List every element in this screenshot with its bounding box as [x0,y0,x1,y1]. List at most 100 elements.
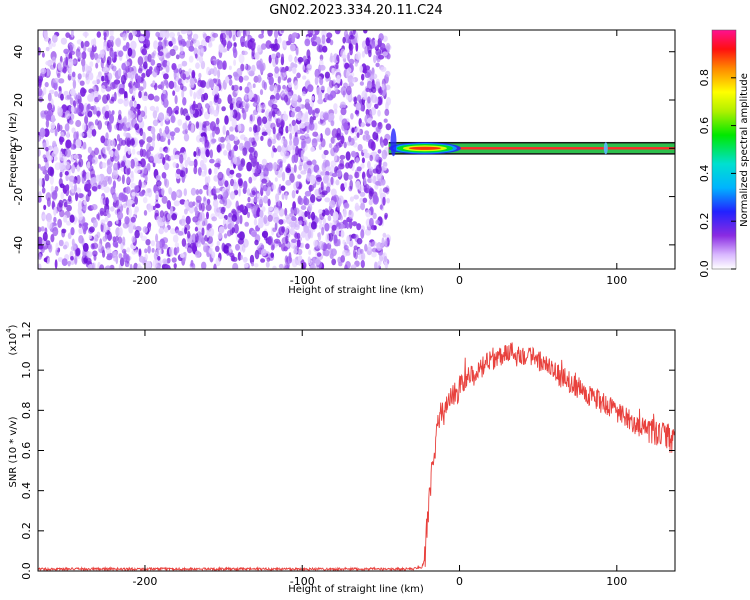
noise-blob [47,219,53,230]
colorbar: 0.0 0.2 0.4 0.6 0.8 Normalized spectral ampl… [698,29,750,278]
noise-blob [133,30,138,35]
noise-blob [287,82,293,88]
noise-blob [271,150,274,159]
noise-blob [205,149,210,158]
noise-blob [307,30,314,37]
noise-blob [311,41,318,47]
noise-blob [193,91,197,100]
noise-blob [126,30,130,34]
noise-blob [229,126,234,132]
noise-blob [205,203,212,212]
noise-blob [134,229,140,239]
noise-blob [308,122,315,131]
noise-blob [104,175,110,182]
noise-blob [85,194,90,202]
noise-blob [102,236,107,242]
noise-blob [110,150,114,158]
noise-blob [318,240,325,250]
noise-blob [203,92,209,101]
noise-blob [149,105,156,112]
noise-blob [104,75,109,84]
noise-blob [92,262,95,269]
noise-blob [342,239,346,245]
noise-blob [164,125,170,135]
noise-blob [307,106,313,115]
noise-blob [50,185,54,193]
noise-blob [371,120,377,128]
noise-blob [104,104,110,111]
noise-blob [144,30,150,40]
noise-blob [155,175,161,180]
noise-blob [339,224,346,229]
noise-blob [339,101,346,110]
noise-blob [261,30,264,36]
noise-blob [289,132,293,141]
noise-blob [128,32,133,41]
noise-blob [71,164,76,174]
noise-blob [198,188,203,195]
colorbar-label: Normalized spectral amplitude [739,73,750,227]
noise-blob [325,166,331,172]
noise-blob [143,61,148,70]
noise-blob [260,182,264,193]
noise-blob [38,96,44,103]
noise-blob [293,245,298,251]
noise-blob [45,240,51,246]
noise-blob [316,193,322,199]
noise-blob [209,37,213,47]
noise-blob [180,38,186,45]
noise-blob [123,97,129,107]
noise-blob [44,81,49,88]
noise-blob [274,30,279,39]
noise-blob [216,240,220,247]
noise-blob [86,129,93,139]
noise-blob [38,253,42,260]
noise-blob [244,103,249,113]
noise-blob [199,87,205,94]
noise-blob [70,227,75,236]
noise-blob [220,206,225,215]
noise-blob [122,236,126,246]
noise-blob [179,44,184,55]
noise-blob [204,176,208,184]
noise-blob [117,236,123,244]
noise-blob [347,37,352,44]
noise-blob [243,75,250,81]
noise-blob [385,70,391,77]
noise-blob [105,196,109,207]
noise-blob [247,196,251,203]
noise-blob [156,133,161,142]
noise-blob [81,51,87,60]
noise-blob [310,221,317,230]
noise-blob [38,135,41,140]
noise-blob [127,47,133,57]
noise-blob [345,251,351,256]
noise-blob [134,82,141,89]
noise-blob [142,196,148,204]
noise-blob [65,184,70,191]
noise-blob [218,137,222,142]
noise-blob [236,67,243,78]
noise-blob [66,130,70,139]
noise-blob [378,33,384,42]
noise-blob [185,215,191,225]
noise-blob [97,94,102,101]
noise-blob [368,168,372,175]
y-tick-label: 20 [12,93,25,107]
noise-blob [248,91,253,101]
noise-blob [161,94,167,99]
noise-blob [184,200,189,208]
noise-blob [287,77,292,83]
noise-blob [56,122,61,133]
noise-blob [115,37,122,48]
noise-blob [38,87,43,97]
noise-blob [108,122,112,133]
noise-blob [200,150,206,159]
noise-blob [49,175,54,185]
noise-blob [206,66,211,76]
noise-blob [157,51,164,57]
noise-blob [262,103,267,110]
noise-blob [184,208,188,215]
noise-blob [299,122,306,129]
noise-blob [45,60,51,66]
